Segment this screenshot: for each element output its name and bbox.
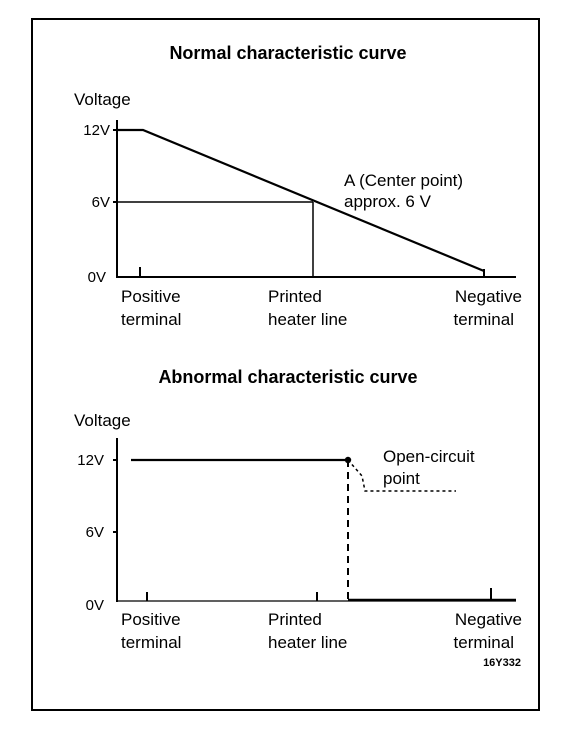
figure-frame bbox=[31, 18, 540, 711]
abnormal-annotation-line-1: Open-circuit bbox=[383, 447, 475, 466]
abnormal-chart: Abnormal characteristic curve Voltage 12… bbox=[74, 367, 522, 652]
normal-voltage-curve bbox=[117, 128, 485, 273]
abnormal-x-label-heater-2: heater line bbox=[268, 633, 347, 652]
normal-y-tick-label-0v: 0V bbox=[88, 269, 106, 286]
abnormal-x-label-positive-2: terminal bbox=[121, 633, 181, 652]
normal-x-label-negative-1: Negative bbox=[455, 287, 522, 306]
normal-x-label-negative-2: terminal bbox=[454, 310, 514, 329]
normal-x-label-heater-1: Printed bbox=[268, 287, 322, 306]
normal-x-label-heater-2: heater line bbox=[268, 310, 347, 329]
normal-chart: Normal characteristic curve Voltage 12V … bbox=[74, 43, 522, 329]
normal-y-tick-label-6v: 6V bbox=[92, 194, 110, 211]
abnormal-annotation-line-2: point bbox=[383, 469, 420, 488]
normal-x-label-positive-2: terminal bbox=[121, 310, 181, 329]
normal-y-axis-label: Voltage bbox=[74, 90, 131, 109]
normal-y-tick-label-12v: 12V bbox=[83, 122, 110, 139]
abnormal-y-tick-label-12v: 12V bbox=[77, 452, 104, 469]
abnormal-chart-title: Abnormal characteristic curve bbox=[158, 367, 417, 387]
abnormal-x-label-negative-2: terminal bbox=[454, 633, 514, 652]
abnormal-y-axis-label: Voltage bbox=[74, 411, 131, 430]
normal-annotation-line-2: approx. 6 V bbox=[344, 192, 432, 211]
normal-chart-title: Normal characteristic curve bbox=[169, 43, 406, 63]
normal-x-label-positive-1: Positive bbox=[121, 287, 181, 306]
abnormal-x-label-heater-1: Printed bbox=[268, 610, 322, 629]
abnormal-y-tick-label-6v: 6V bbox=[86, 524, 104, 541]
figure-code: 16Y332 bbox=[483, 657, 521, 669]
abnormal-x-label-negative-1: Negative bbox=[455, 610, 522, 629]
normal-annotation-line-1: A (Center point) bbox=[344, 171, 463, 190]
abnormal-y-tick-label-0v: 0V bbox=[86, 597, 104, 614]
abnormal-x-label-positive-1: Positive bbox=[121, 610, 181, 629]
